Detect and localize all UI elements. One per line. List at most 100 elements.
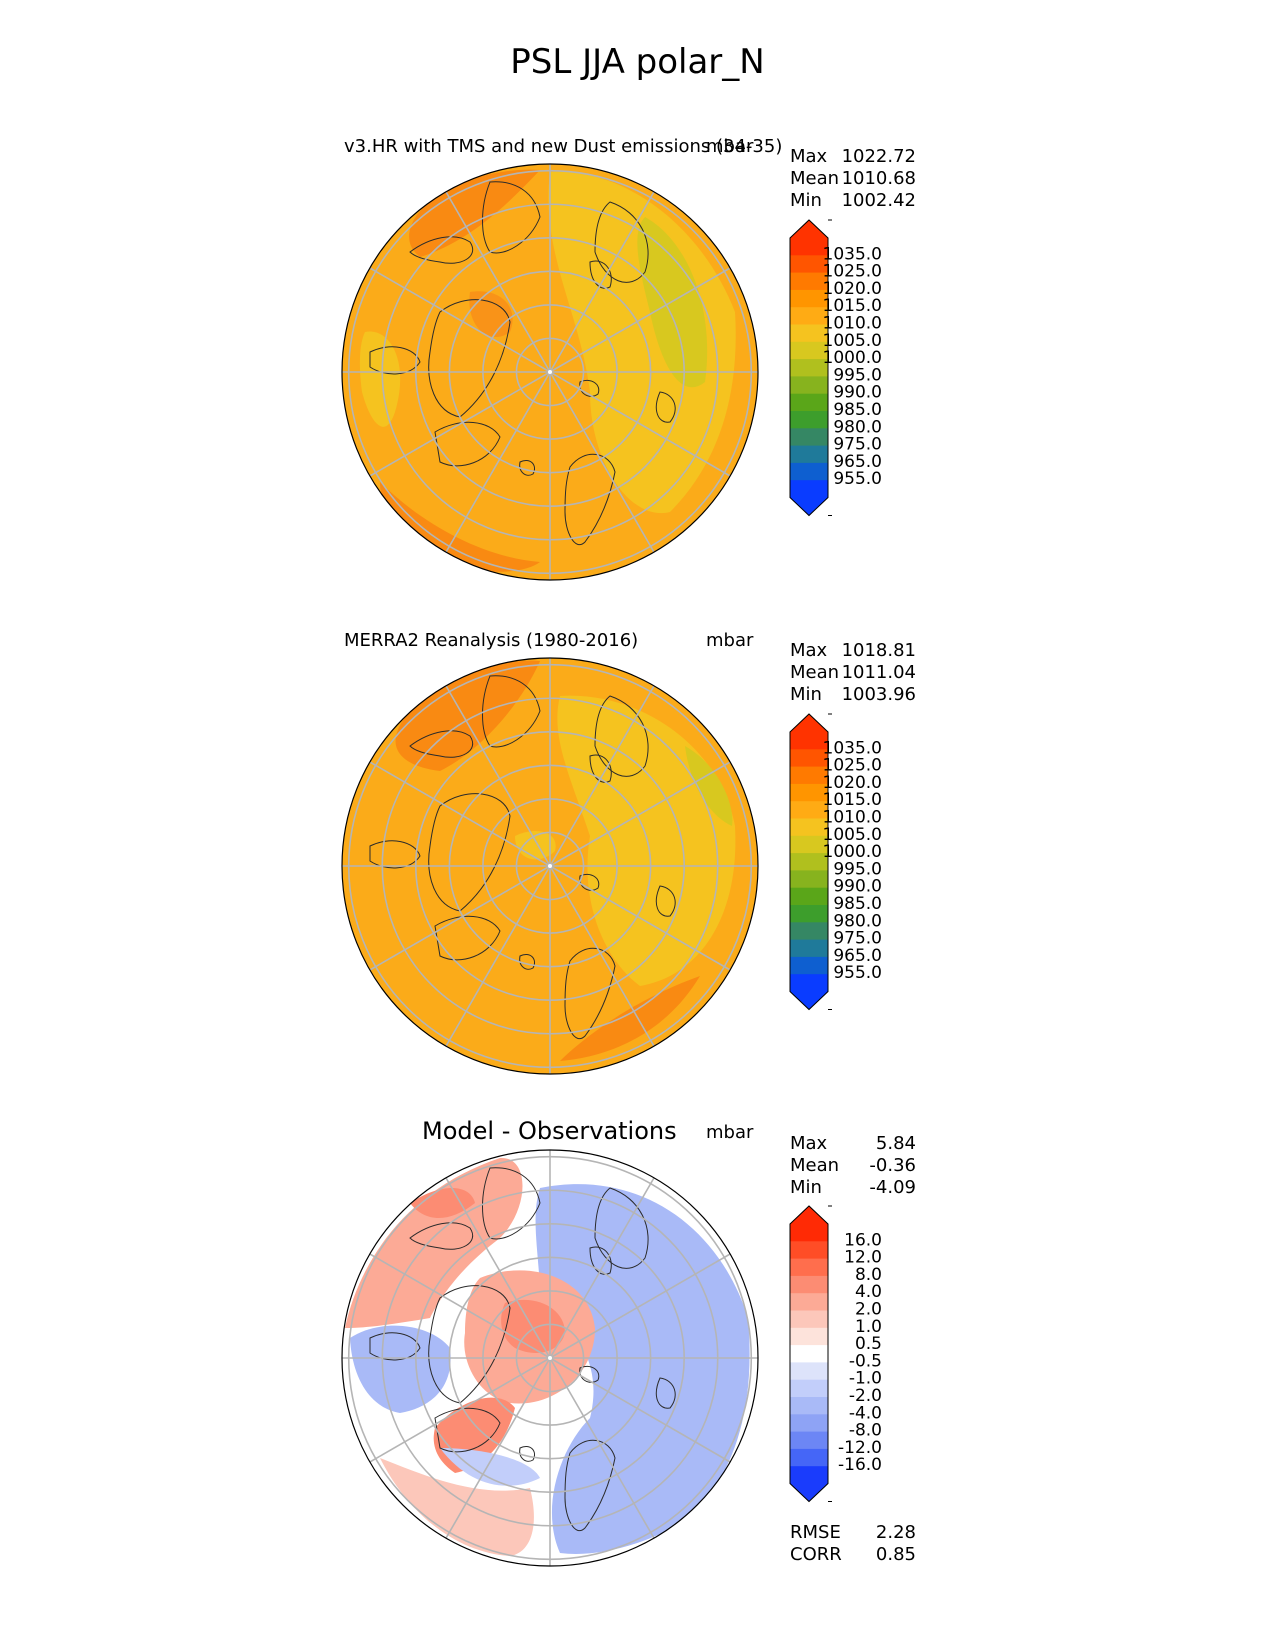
colorbar-segment xyxy=(790,428,828,447)
map-field xyxy=(342,164,758,580)
colorbar-tick-label: 1025.0 xyxy=(823,262,882,282)
coastline xyxy=(482,675,541,748)
colorbar-segment xyxy=(790,1293,828,1311)
coastline xyxy=(428,793,511,912)
colorbar-tick-label: 1025.0 xyxy=(823,756,882,776)
colorbar-segment xyxy=(790,238,828,256)
colorbar-segment xyxy=(790,1275,828,1294)
contour-region-europe-negative xyxy=(440,1448,540,1486)
colorbar-extend-bottom xyxy=(790,991,828,1010)
colorbar-tick-label: 4.0 xyxy=(855,1282,882,1302)
colorbar-segment xyxy=(790,1224,828,1242)
colorbar-tick-label: 965.0 xyxy=(833,946,882,966)
pole-marker xyxy=(548,1356,552,1360)
figure-title: PSL JJA polar_N xyxy=(510,42,765,82)
stat-corr: CORR 0.85 xyxy=(790,1544,916,1566)
colorbar-segment xyxy=(790,272,828,291)
colorbar-extend-top xyxy=(790,1206,828,1224)
pole-marker xyxy=(548,370,552,374)
graticule xyxy=(342,658,758,1074)
coastline xyxy=(594,1187,649,1269)
panel-units: mbar xyxy=(706,136,754,157)
colorbar-segment xyxy=(790,445,828,464)
colorbar-outline xyxy=(789,219,829,517)
coastline xyxy=(655,1377,676,1409)
panel-title: v3.HR with TMS and new Dust emissions (3… xyxy=(344,136,783,157)
stat-value: 1018.81 xyxy=(841,640,916,661)
longitude-line xyxy=(369,865,551,971)
contour-region-atlantic-high xyxy=(560,976,700,1061)
colorbar-segment xyxy=(790,1327,828,1346)
stat-value: -4.09 xyxy=(869,1177,916,1198)
stat-value: 1011.04 xyxy=(841,662,916,683)
colorbar-tick-label: -2.0 xyxy=(849,1386,882,1406)
stat-label: CORR xyxy=(790,1544,842,1565)
colorbar-tick-label: 965.0 xyxy=(833,452,882,472)
stat-label: Min xyxy=(790,190,822,211)
colorbar-tick-label: 985.0 xyxy=(833,894,882,914)
coastline xyxy=(409,730,473,758)
longitude-line xyxy=(369,371,551,477)
contour-region-pacific-high xyxy=(395,660,540,771)
colorbar-tick-label: 8.0 xyxy=(855,1265,882,1285)
stat-value: 1002.42 xyxy=(841,190,916,211)
longitude-line xyxy=(445,1177,551,1359)
stat-label: Min xyxy=(790,684,822,705)
stats-box: Max 5.84 Mean -0.36 Min -4.09 xyxy=(790,1133,916,1199)
colorbar-tick-label: 1035.0 xyxy=(823,244,882,264)
colorbar-tick-label: 980.0 xyxy=(833,911,882,931)
colorbar-segment xyxy=(790,341,828,360)
colorbar-tick-label: 1005.0 xyxy=(823,331,882,351)
colorbar-extend-top xyxy=(790,220,828,238)
longitude-line xyxy=(549,371,655,553)
colorbar-segment xyxy=(790,818,828,837)
colorbar-segment xyxy=(790,1431,828,1450)
panel-units: mbar xyxy=(706,630,754,651)
stat-min: Min -4.09 xyxy=(790,1177,916,1199)
stat-value: 5.84 xyxy=(875,1133,916,1154)
colorbar-segment xyxy=(790,393,828,412)
colorbar-segment xyxy=(790,870,828,889)
colorbar-segment xyxy=(790,783,828,802)
panel-units: mbar xyxy=(706,1122,754,1143)
colorbar-tick-label: 16.0 xyxy=(844,1230,882,1250)
longitude-line xyxy=(549,1253,731,1359)
longitude-line xyxy=(549,865,731,971)
colorbar: 16.012.08.04.02.01.00.5-0.5-1.0-2.0-4.0-… xyxy=(789,1205,882,1503)
colorbar-tick-label: 990.0 xyxy=(833,383,882,403)
map-field xyxy=(342,1150,758,1566)
longitude-line xyxy=(549,761,731,867)
colorbar-segment xyxy=(790,956,828,975)
colorbar-tick-label: 1020.0 xyxy=(823,773,882,793)
stat-label: Min xyxy=(790,1177,822,1198)
longitude-line xyxy=(549,371,731,477)
longitude-line xyxy=(445,685,551,867)
colorbar-tick-label: 980.0 xyxy=(833,417,882,437)
colorbar-segment xyxy=(790,1310,828,1329)
colorbar-tick-label: 1010.0 xyxy=(823,314,882,334)
coastline xyxy=(589,1246,612,1275)
map-boundary xyxy=(341,657,759,1075)
stat-max: Max 1022.72 xyxy=(790,146,916,168)
longitude-line xyxy=(549,191,655,373)
coastline xyxy=(519,460,535,476)
colorbar-segment xyxy=(790,1345,828,1363)
error-stats-box: RMSE 2.28 CORR 0.85 xyxy=(790,1522,916,1566)
stat-label: Max xyxy=(790,640,828,661)
stat-label: Max xyxy=(790,146,828,167)
longitude-line xyxy=(445,371,551,553)
colorbar-segment xyxy=(790,732,828,750)
map-boundary xyxy=(341,163,759,581)
contour-region-aleutian-strong xyxy=(410,1188,475,1218)
colorbar-segment xyxy=(790,887,828,906)
colorbar-segment xyxy=(790,1448,828,1467)
colorbar-outline xyxy=(789,713,829,1011)
longitude-line xyxy=(445,1357,551,1539)
colorbar-tick-label: 1000.0 xyxy=(823,842,882,862)
polar-map xyxy=(341,163,759,581)
colorbar-segment xyxy=(790,1241,828,1260)
longitude-line xyxy=(369,1253,551,1359)
contour-region-asia-low xyxy=(685,746,733,826)
colorbar: 1035.01025.01020.01015.01010.01005.01000… xyxy=(789,713,882,1011)
colorbar-tick-label: -4.0 xyxy=(849,1403,882,1423)
